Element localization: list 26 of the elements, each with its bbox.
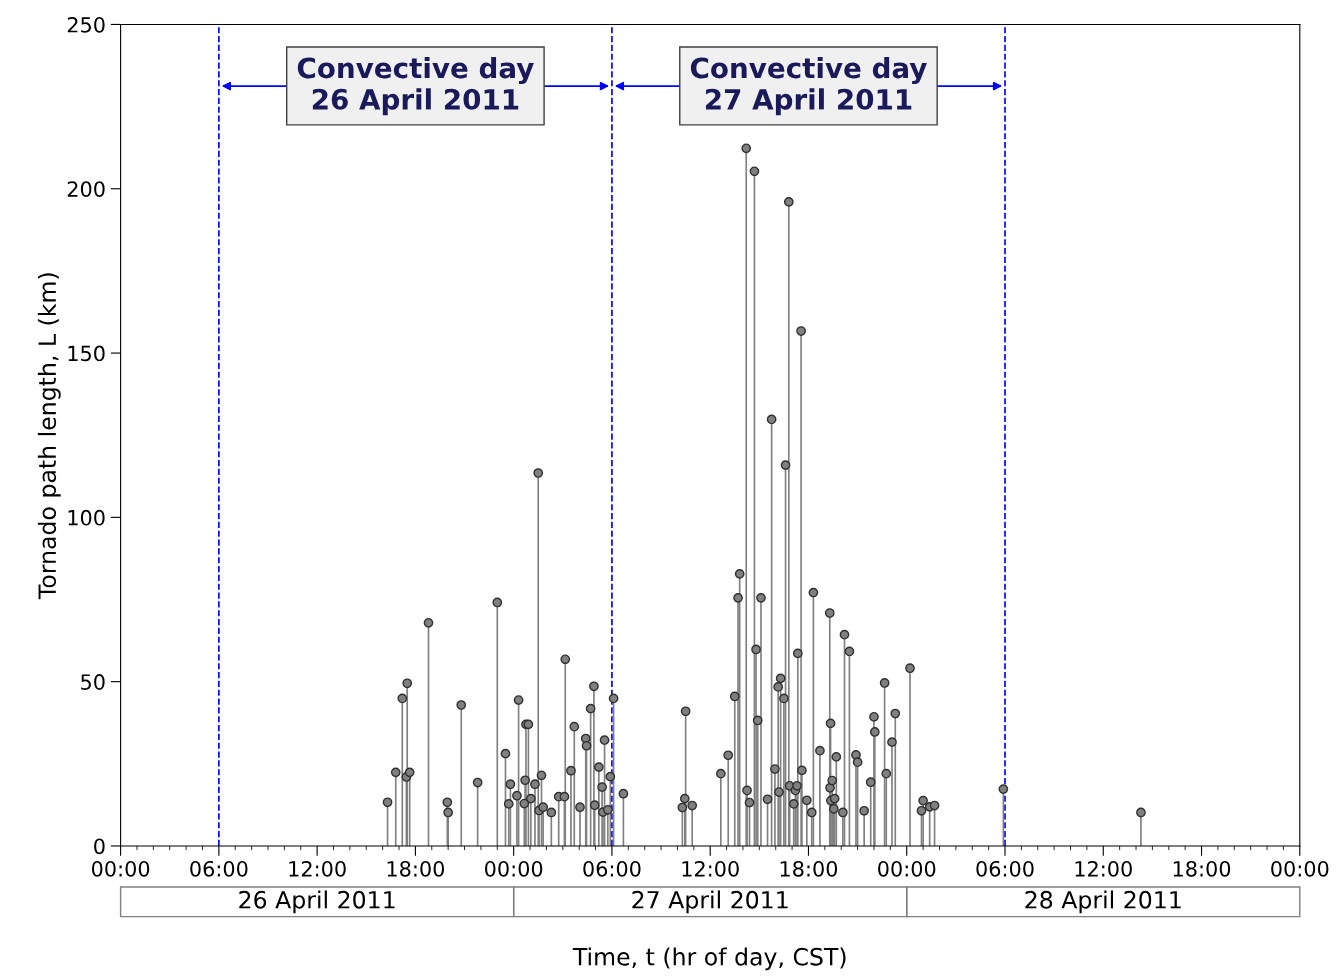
x-axis-title: Time, t (hr of day, CST) xyxy=(572,947,846,971)
text: 28 April 2011 xyxy=(1025,890,1181,914)
y-tick-label: 100 xyxy=(68,509,105,526)
annotation: Convective day 27 April 2011 xyxy=(690,56,927,116)
y-tick-label: 250 xyxy=(67,16,105,33)
x-tick-label: 12:00 xyxy=(289,860,346,877)
x-tick-label: 00:00 xyxy=(1271,860,1329,877)
x-tick-label: 18:00 xyxy=(387,860,445,877)
text: 27 April 2011 xyxy=(632,890,788,914)
y-tick-label: 150 xyxy=(68,345,105,362)
x-tick-label: 06:00 xyxy=(583,860,641,877)
x-tick-label: 00:00 xyxy=(878,860,936,877)
x-tick-label: 12:00 xyxy=(682,860,739,877)
x-tick-label: 06:00 xyxy=(190,860,248,877)
x-tick-label: 00:00 xyxy=(485,860,543,877)
x-tick-label: 18:00 xyxy=(780,860,838,877)
y-tick-label: 50 xyxy=(81,674,105,690)
y-axis-title: Tornado path length, L (km) xyxy=(37,273,61,600)
annotation: Convective day 26 April 2011 xyxy=(297,56,534,116)
x-tick-label: 12:00 xyxy=(1075,860,1132,877)
y-tick-label: 200 xyxy=(67,181,105,197)
x-tick-label: 18:00 xyxy=(1173,860,1231,877)
x-tick-label: 06:00 xyxy=(976,860,1034,877)
text: 26 April 2011 xyxy=(239,890,395,914)
y-tick-label: 0 xyxy=(94,838,105,855)
x-tick-label: 00:00 xyxy=(91,860,150,877)
